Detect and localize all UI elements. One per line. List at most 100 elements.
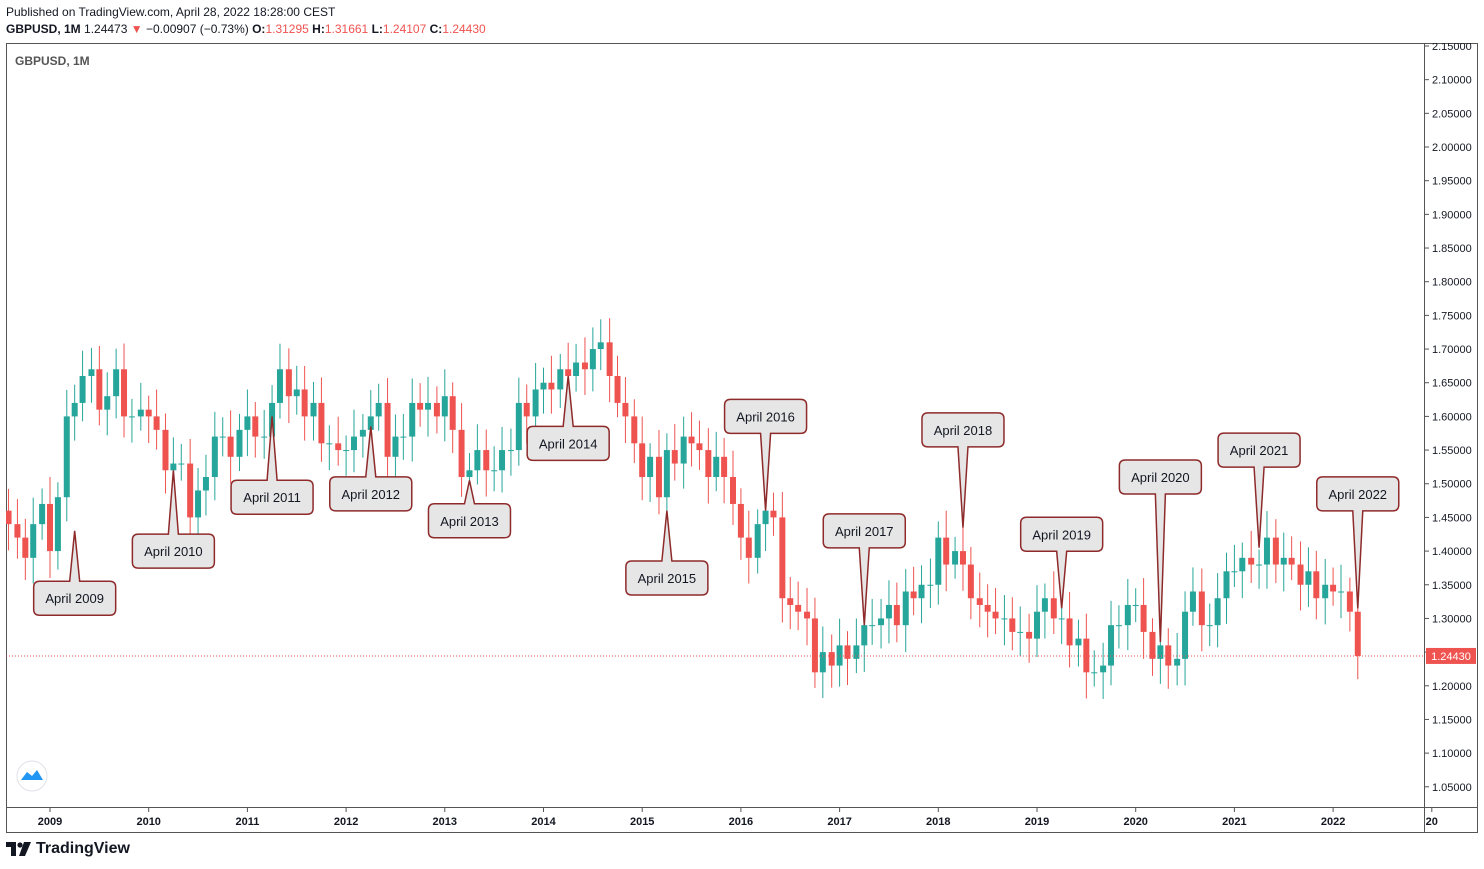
candle <box>54 482 61 570</box>
candle <box>310 381 317 441</box>
candle <box>721 437 728 504</box>
annotation-callout[interactable]: April 2010 <box>131 470 216 569</box>
candle <box>713 431 720 492</box>
candle <box>680 416 687 489</box>
candle <box>967 546 974 620</box>
candle <box>1091 650 1098 687</box>
x-tick-label: 2014 <box>531 816 556 828</box>
y-tick-label: 1.55000 <box>1432 445 1472 457</box>
annotation-callout[interactable]: April 2013 <box>427 480 512 539</box>
x-tick-label: 20 <box>1426 816 1438 828</box>
y-tick-label: 1.65000 <box>1432 378 1472 390</box>
y-tick-label: 1.45000 <box>1432 512 1472 524</box>
tradingview-logo-icon <box>6 842 31 856</box>
candle <box>261 409 268 459</box>
candle <box>811 597 818 688</box>
y-tick-label: 1.20000 <box>1432 681 1472 693</box>
candle <box>417 383 424 427</box>
brand-name: TradingView <box>36 840 130 857</box>
annotation-label: April 2021 <box>1230 443 1289 458</box>
candle <box>1132 588 1139 623</box>
symbol-label: GBPUSD, 1M <box>6 22 81 36</box>
annotation-callout[interactable]: April 2022 <box>1316 476 1400 609</box>
tv-cloud-icon <box>21 770 43 780</box>
annotation-label: April 2017 <box>835 524 894 539</box>
candle <box>1165 628 1172 689</box>
candle <box>515 377 522 466</box>
annotation-callout[interactable]: April 2009 <box>32 530 117 616</box>
candle <box>1009 597 1016 651</box>
candle <box>187 438 194 545</box>
candle <box>384 378 391 484</box>
candle <box>655 429 662 515</box>
candle <box>1001 595 1008 646</box>
close-value: 1.24430 <box>442 22 486 36</box>
y-tick-label: 2.10000 <box>1432 75 1472 87</box>
annotation-label: April 2010 <box>144 544 203 559</box>
candle <box>301 365 308 441</box>
candle <box>343 435 350 476</box>
candle <box>128 398 135 443</box>
candle <box>927 558 934 608</box>
candle <box>137 382 144 431</box>
candle <box>219 417 226 457</box>
annotation-callout[interactable]: April 2016 <box>723 398 808 511</box>
annotation-callout[interactable]: April 2017 <box>822 513 907 626</box>
candle <box>483 429 490 497</box>
candle <box>1239 542 1246 599</box>
candle <box>1182 591 1189 686</box>
annotation-callout[interactable]: April 2020 <box>1118 459 1203 643</box>
candle <box>878 598 885 649</box>
candle <box>754 509 761 574</box>
annotation-callout[interactable]: April 2014 <box>526 375 610 462</box>
candle <box>285 348 292 424</box>
annotation-callout[interactable]: April 2011 <box>230 416 314 515</box>
candle <box>121 343 128 438</box>
candle <box>663 433 670 525</box>
candle <box>22 518 29 581</box>
candle <box>326 425 333 471</box>
x-tick-label: 2012 <box>334 816 358 828</box>
y-tick-label: 1.75000 <box>1432 310 1472 322</box>
candle <box>1115 605 1122 649</box>
candle <box>597 319 604 371</box>
candle <box>145 395 152 444</box>
y-tick-label: 1.85000 <box>1432 243 1472 255</box>
tv-logo-button[interactable] <box>16 760 48 792</box>
annotation-callout[interactable]: April 2019 <box>1019 516 1104 609</box>
annotation-callout[interactable]: April 2012 <box>329 426 413 512</box>
candle <box>573 343 580 392</box>
annotation-label: April 2014 <box>539 436 598 451</box>
candle <box>1050 571 1057 635</box>
annotation-callout[interactable]: April 2021 <box>1217 432 1301 548</box>
candle <box>1189 567 1196 626</box>
candle <box>1066 592 1073 668</box>
candle <box>507 428 514 476</box>
candle <box>244 389 251 457</box>
candle <box>5 488 12 551</box>
open-value: 1.31295 <box>265 22 309 36</box>
annotation-callout[interactable]: April 2015 <box>625 510 709 596</box>
candle <box>1297 541 1304 611</box>
candle <box>1305 547 1312 607</box>
annotation-label: April 2018 <box>934 423 993 438</box>
candle <box>491 446 498 492</box>
last-price-label: 1.24430 <box>1431 651 1471 663</box>
candle <box>902 569 909 653</box>
annotation-label: April 2013 <box>440 514 499 529</box>
candle <box>853 618 860 674</box>
candle <box>1214 573 1221 648</box>
candle <box>1313 550 1320 620</box>
chart-panel[interactable]: GBPUSD, 1M 2.15000 2.10000 2.05000 2.00000 1… <box>0 41 1478 833</box>
candle <box>1248 530 1255 583</box>
annotation-callout[interactable]: April 2018 <box>921 412 1005 528</box>
brand-footer: TradingView <box>6 840 130 858</box>
candle <box>474 424 481 485</box>
candlestick-chart[interactable]: GBPUSD, 1M 2.15000 2.10000 2.05000 2.00000 1… <box>0 41 1478 833</box>
candle <box>1100 642 1107 699</box>
candle <box>113 348 120 419</box>
candle <box>202 454 209 516</box>
candle <box>449 382 456 454</box>
candle <box>71 384 78 441</box>
candle <box>441 369 448 442</box>
